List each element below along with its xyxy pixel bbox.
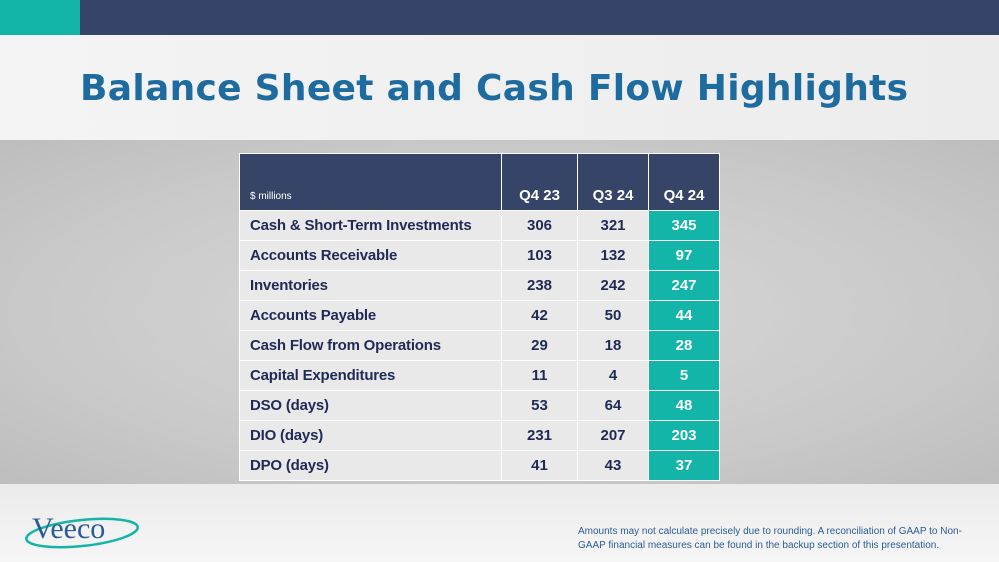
cell-value: 207 (577, 420, 649, 451)
cell-value-highlighted: 5 (648, 360, 720, 391)
cell-value-highlighted: 247 (648, 270, 720, 301)
cell-value-highlighted: 28 (648, 330, 720, 361)
cell-value: 132 (577, 240, 649, 271)
cell-value: 64 (577, 390, 649, 421)
row-label: Cash Flow from Operations (239, 330, 502, 361)
table-row: DSO (days) 53 64 48 (239, 390, 720, 421)
cell-value-highlighted: 97 (648, 240, 720, 271)
cell-value: 43 (577, 450, 649, 481)
veeco-logo: Veeco (20, 505, 140, 551)
cell-value-highlighted: 345 (648, 210, 720, 241)
cell-value-highlighted: 37 (648, 450, 720, 481)
table-row: Cash & Short-Term Investments 306 321 34… (239, 210, 720, 241)
header-area (0, 35, 999, 140)
veeco-logo-mark: Veeco (25, 512, 139, 549)
cell-value: 321 (577, 210, 649, 241)
cell-value: 42 (501, 300, 578, 331)
cell-value: 238 (501, 270, 578, 301)
table-row: Accounts Payable 42 50 44 (239, 300, 720, 331)
row-label: DIO (days) (239, 420, 502, 451)
cell-value-highlighted: 44 (648, 300, 720, 331)
table-row: Accounts Receivable 103 132 97 (239, 240, 720, 271)
cell-value: 18 (577, 330, 649, 361)
footer-area (0, 484, 999, 562)
row-label: DSO (days) (239, 390, 502, 421)
table-row: Cash Flow from Operations 29 18 28 (239, 330, 720, 361)
table-header-row: $ millions Q4 23 Q3 24 Q4 24 (239, 153, 720, 211)
cell-value: 4 (577, 360, 649, 391)
table-row: Capital Expenditures 11 4 5 (239, 360, 720, 391)
footnote-text: Amounts may not calculate precisely due … (578, 526, 962, 551)
cell-value: 53 (501, 390, 578, 421)
highlights-table: $ millions Q4 23 Q3 24 Q4 24 Cash & Shor… (239, 153, 720, 481)
cell-value: 306 (501, 210, 578, 241)
slide-title: Balance Sheet and Cash Flow Highlights (80, 68, 909, 109)
cell-value-highlighted: 203 (648, 420, 720, 451)
column-header: Q4 23 (501, 153, 578, 211)
cell-value: 231 (501, 420, 578, 451)
row-label: Accounts Receivable (239, 240, 502, 271)
top-accent-block (0, 0, 80, 35)
cell-value: 41 (501, 450, 578, 481)
column-header: Q3 24 (577, 153, 649, 211)
table-row: Inventories 238 242 247 (239, 270, 720, 301)
cell-value: 103 (501, 240, 578, 271)
cell-value: 242 (577, 270, 649, 301)
row-label: Cash & Short-Term Investments (239, 210, 502, 241)
units-label: $ millions (239, 153, 502, 211)
row-label: Inventories (239, 270, 502, 301)
row-label: DPO (days) (239, 450, 502, 481)
row-label: Accounts Payable (239, 300, 502, 331)
cell-value: 29 (501, 330, 578, 361)
table-row: DIO (days) 231 207 203 (239, 420, 720, 451)
column-header: Q4 24 (648, 153, 720, 211)
cell-value: 50 (577, 300, 649, 331)
row-label: Capital Expenditures (239, 360, 502, 391)
cell-value-highlighted: 48 (648, 390, 720, 421)
cell-value: 11 (501, 360, 578, 391)
svg-text:Veeco: Veeco (32, 512, 105, 545)
table-row: DPO (days) 41 43 37 (239, 450, 720, 481)
top-bar (0, 0, 999, 35)
